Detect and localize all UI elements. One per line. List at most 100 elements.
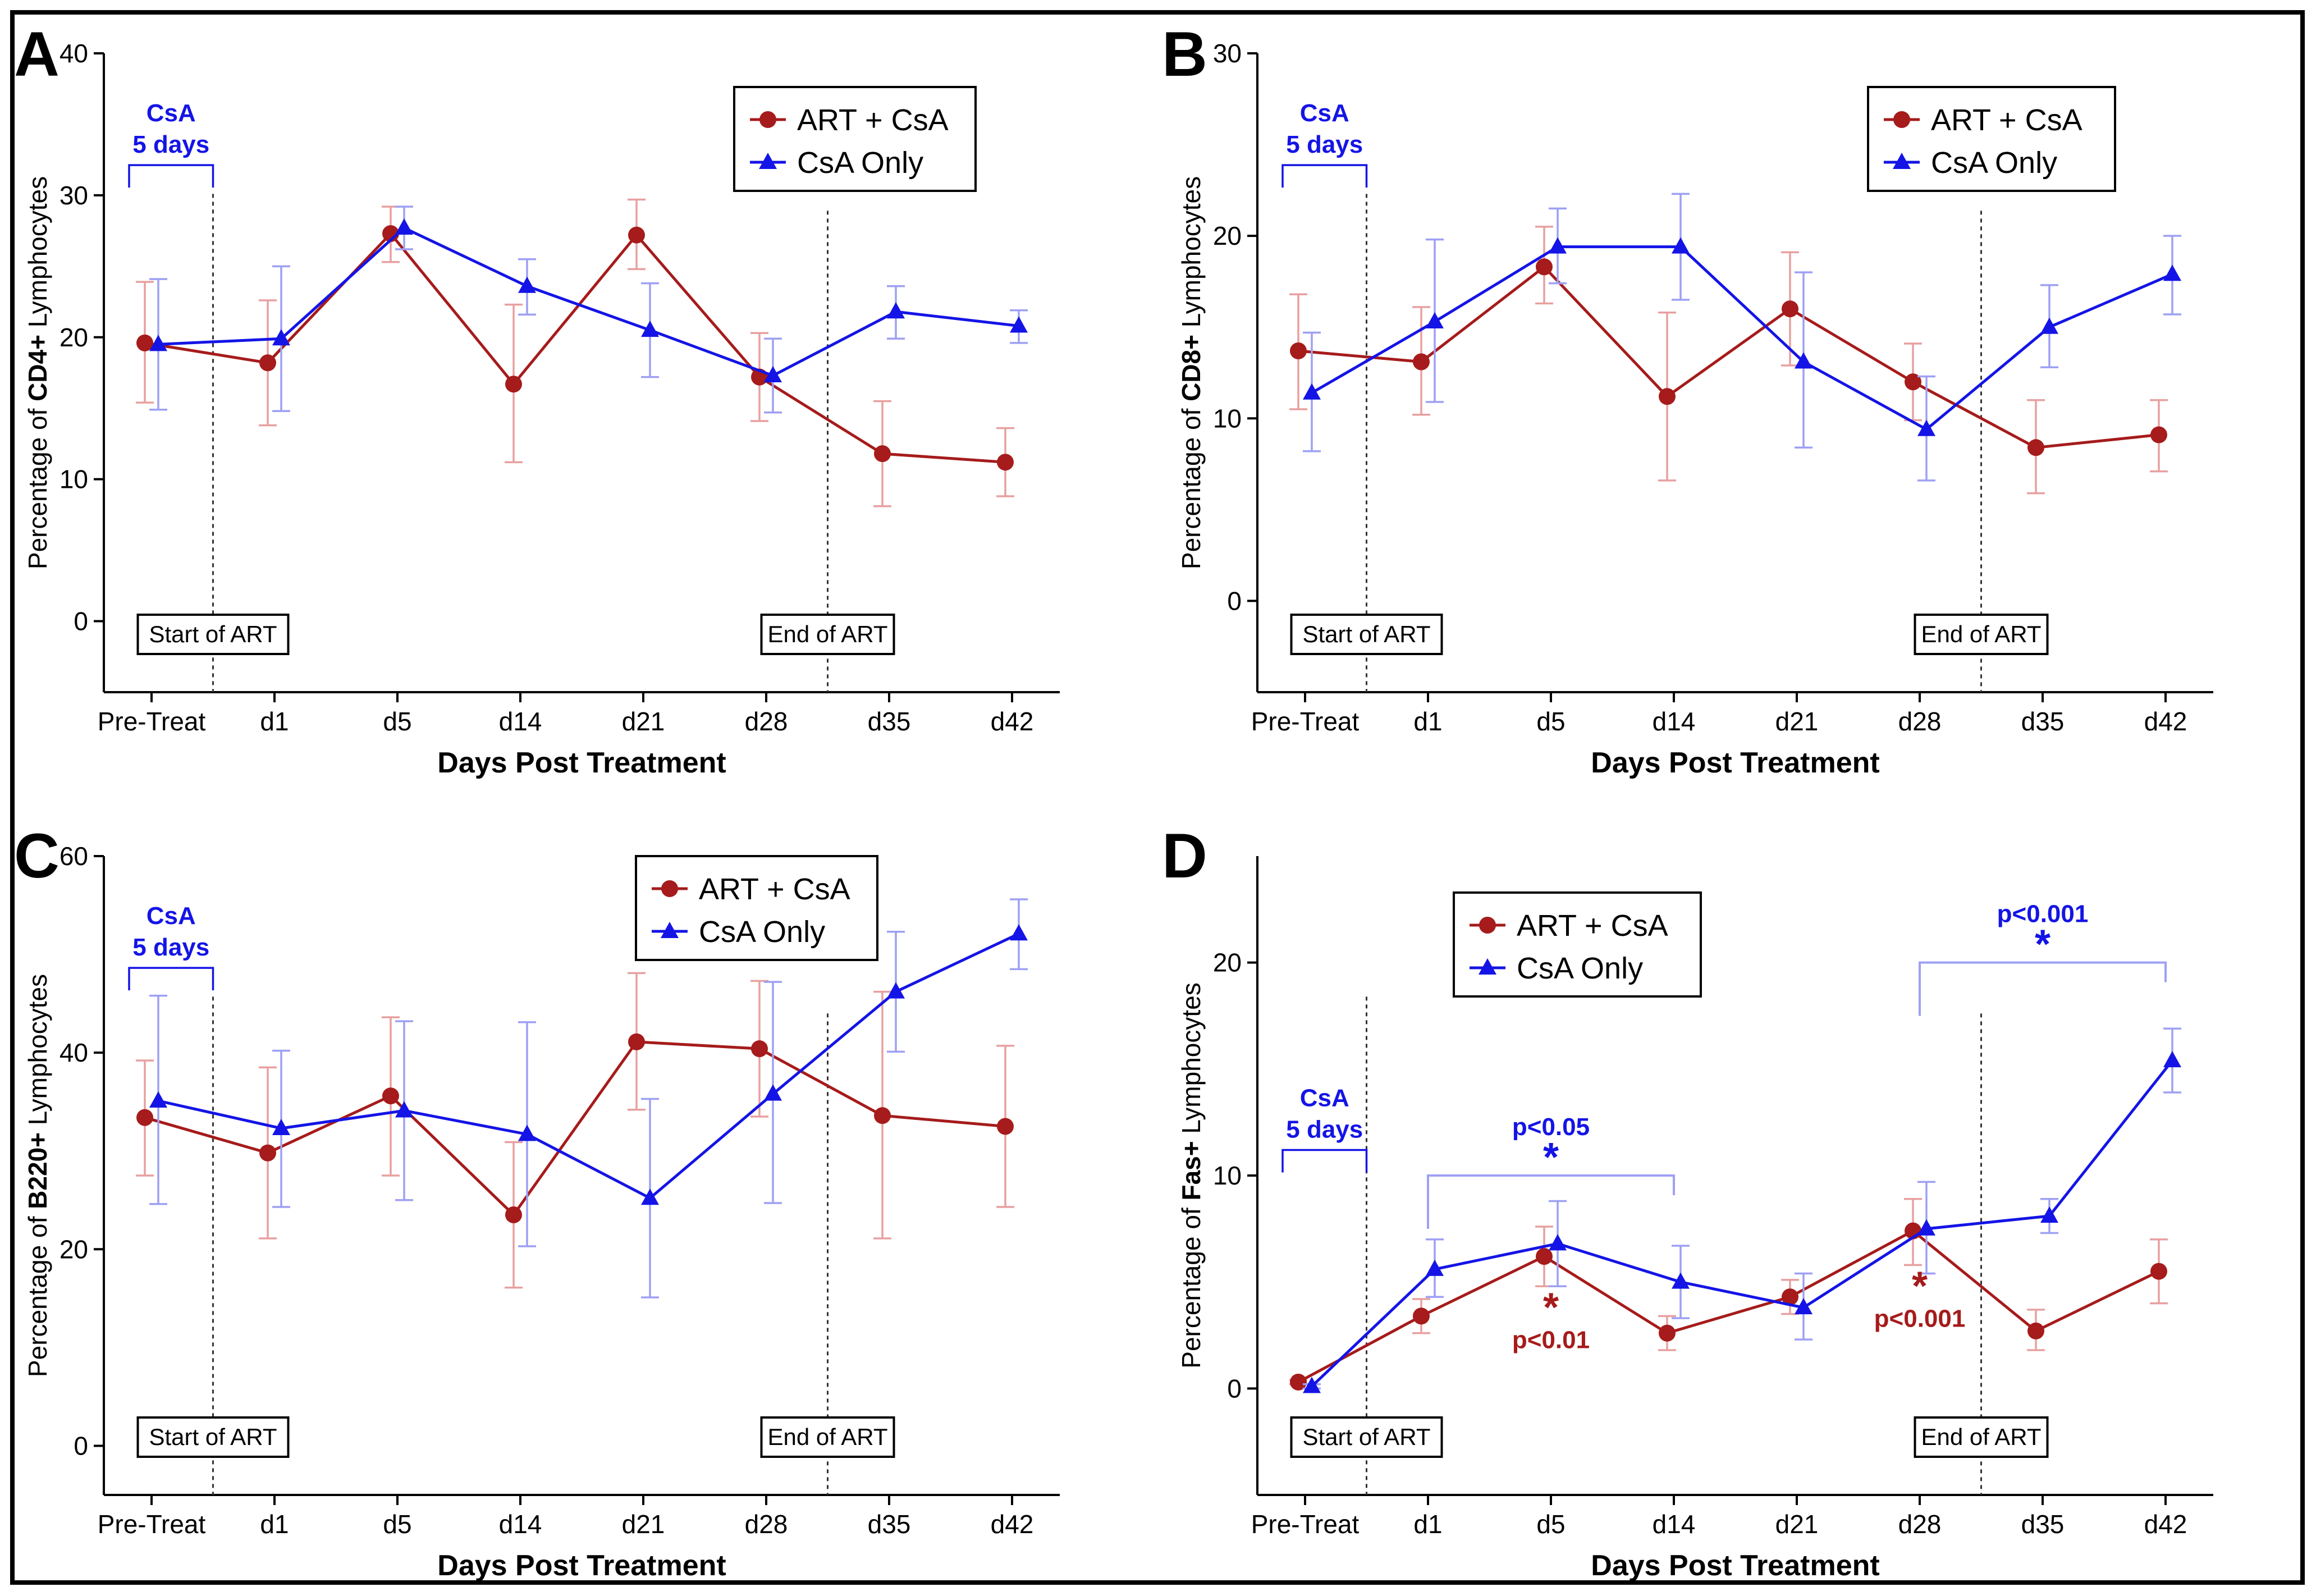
data-point (1782, 1288, 1798, 1306)
legend-label: CsA Only (1517, 952, 1643, 985)
x-tick-label: d5 (383, 1510, 411, 1539)
data-point (395, 218, 413, 235)
y-axis-label-marker: CD4+ (23, 335, 52, 401)
series-art-csa (136, 972, 1014, 1289)
x-tick-label: d35 (868, 707, 911, 736)
x-tick-label: d14 (1653, 707, 1696, 736)
data-point (518, 1124, 536, 1141)
significance-bracket (1919, 961, 2167, 1016)
x-axis-label: Days Post Treatment (1591, 1549, 1879, 1582)
panel-letter: C (14, 821, 59, 891)
series-csa-only (1303, 193, 2181, 482)
x-tick-label: Pre-Treat (98, 707, 206, 736)
data-point (1290, 1373, 1307, 1391)
series-art-csa (1289, 226, 2168, 495)
data-point (874, 445, 891, 463)
data-point (764, 1084, 782, 1101)
data-point (1917, 1219, 1935, 1236)
x-tick-label: d14 (499, 1510, 542, 1539)
end-of-art-label: End of ART (1921, 621, 2041, 647)
y-axis-label-prefix: Percentage of (23, 401, 52, 569)
legend-label: ART + CsA (1931, 103, 2082, 137)
legend-label: CsA Only (699, 915, 825, 949)
series-csa-only (149, 205, 1028, 414)
data-point (1010, 316, 1028, 333)
series-line (1311, 245, 2173, 431)
csa-label: CsA (1300, 99, 1349, 127)
panel-letter: A (14, 19, 59, 89)
data-point (874, 1107, 891, 1124)
y-axis-label-suffix: Lymphocytes (1177, 982, 1206, 1141)
significance-label: p<0.001 (1997, 900, 2089, 928)
end-of-art-label: End of ART (767, 1424, 887, 1450)
legend-marker (1479, 917, 1496, 934)
significance-annotation: p<0.05* (1427, 1113, 1675, 1229)
data-point (1917, 419, 1935, 436)
legend-box (1453, 891, 1702, 998)
data-point (2150, 426, 2167, 443)
y-axis-label-suffix: Lymphocytes (23, 176, 52, 335)
data-point (1905, 373, 1921, 391)
legend-marker (1893, 111, 1910, 128)
panel-d: D 0 10 20 Pre-Treat d1 d5 d14 d21 d28 d35 d42 Days P… (1162, 821, 2213, 1582)
data-point (1549, 237, 1567, 254)
series-line (1297, 1229, 2160, 1384)
data-point (2027, 439, 2044, 456)
series-csa-only (149, 898, 1028, 1298)
significance-star: * (1543, 1135, 1559, 1180)
series-line (158, 226, 1019, 377)
x-tick-label: d5 (1536, 1510, 1565, 1539)
data-point (1795, 1298, 1812, 1315)
data-point (272, 329, 290, 346)
data-point (1413, 1307, 1430, 1325)
csa-duration-label: 5 days (132, 131, 209, 158)
data-point (259, 354, 276, 372)
data-point (2163, 264, 2181, 281)
data-point (2040, 317, 2058, 334)
legend: ART + CsA CsA Only (1867, 86, 2116, 192)
significance-annotation: p<0.001* (1919, 900, 2167, 1016)
data-point (518, 276, 536, 293)
y-axis-label-marker: CD8+ (1177, 335, 1206, 401)
csa-duration-label: 5 days (1286, 131, 1363, 158)
data-point (2163, 1051, 2181, 1068)
data-point (1782, 300, 1798, 318)
x-tick-label: d35 (868, 1510, 911, 1539)
panel-b: B 0 10 20 30 Pre-Treat d1 d5 d14 d21 d28 d35 d42 Days… (1162, 19, 2213, 779)
data-point (1426, 1259, 1444, 1276)
end-of-art-box (1914, 1416, 2049, 1458)
data-point (1659, 388, 1676, 405)
x-tick-label: d5 (1536, 707, 1565, 736)
significance-annotation: *p<0.001 (1874, 1264, 1966, 1332)
legend: ART + CsA CsA Only (635, 855, 878, 961)
csa-label: CsA (147, 99, 196, 127)
significance-star: * (1543, 1285, 1559, 1330)
data-point (1303, 1377, 1321, 1393)
x-tick-label: d21 (1775, 707, 1819, 736)
y-tick-label: 10 (1213, 404, 1242, 433)
x-tick-label: d28 (745, 1510, 788, 1539)
y-tick-label: 10 (59, 465, 88, 494)
data-point (628, 226, 645, 244)
significance-annotation: *p<0.01 (1512, 1285, 1590, 1353)
y-axis-label-prefix: Percentage of (1177, 1201, 1206, 1369)
y-tick-label: 10 (1213, 1161, 1242, 1190)
legend-box (1867, 86, 2116, 192)
csa-label: CsA (1300, 1084, 1349, 1112)
panel-c: C 0 20 40 60 Pre-Treat d1 d5 d14 d21 d28 d35 d42 Days… (14, 821, 1060, 1582)
legend-marker (661, 922, 679, 938)
significance-bracket (1427, 1174, 1675, 1229)
data-point (1795, 352, 1812, 369)
data-point (1303, 383, 1321, 400)
legend-label: CsA Only (797, 146, 923, 180)
y-axis-label-marker: B220+ (23, 1132, 52, 1209)
start-of-art-box (136, 1416, 290, 1458)
data-point (395, 1101, 413, 1118)
csa-bracket (128, 967, 214, 991)
x-tick-label: d14 (1653, 1510, 1696, 1539)
data-point (1010, 924, 1028, 941)
y-tick-label: 20 (59, 1234, 88, 1264)
end-of-art-box (1914, 614, 2049, 655)
y-axis-label-suffix: Lymphocytes (23, 974, 52, 1132)
data-point (997, 454, 1014, 471)
